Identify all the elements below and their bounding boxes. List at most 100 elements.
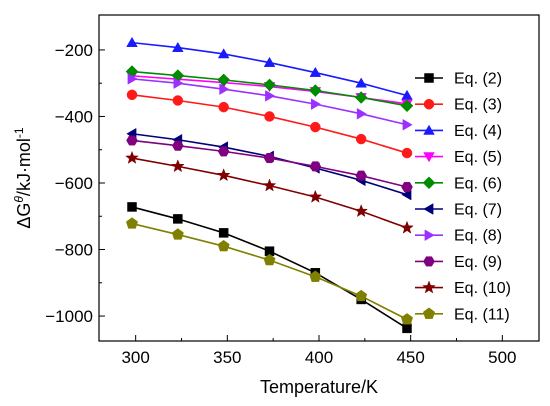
- y-tick-label: −800: [55, 241, 93, 260]
- data-point: [171, 228, 184, 240]
- y-tick-label: −400: [55, 107, 93, 126]
- data-point: [126, 89, 138, 101]
- legend-marker: [423, 203, 434, 215]
- data-point: [308, 84, 322, 97]
- legend-item: Eq. (7): [415, 202, 502, 219]
- legend-label: Eq. (5): [454, 149, 502, 166]
- data-point: [263, 78, 276, 92]
- data-point: [219, 83, 230, 95]
- data-point: [400, 313, 414, 325]
- data-point: [262, 178, 277, 192]
- x-tick-label: 300: [121, 348, 149, 367]
- legend-item: Eq. (11): [415, 306, 510, 323]
- legend-marker: [423, 124, 435, 135]
- y-tick-label: −200: [55, 41, 93, 60]
- legend-item: Eq. (5): [415, 149, 502, 166]
- data-point: [125, 150, 139, 164]
- data-point: [218, 101, 229, 113]
- data-point: [355, 77, 367, 88]
- data-point: [173, 77, 184, 89]
- legend-label: Eq. (2): [454, 71, 502, 88]
- series-line-10: [131, 222, 408, 321]
- data-point: [264, 111, 275, 122]
- legend-item: Eq. (6): [415, 175, 502, 192]
- data-point: [401, 147, 413, 159]
- data-point: [127, 73, 138, 85]
- data-point: [356, 107, 367, 120]
- data-point: [126, 135, 138, 146]
- data-point: [170, 159, 185, 173]
- data-point: [355, 170, 367, 181]
- data-point: [172, 140, 184, 151]
- legend-marker: [423, 98, 435, 110]
- x-tick-label: 450: [396, 348, 424, 367]
- legend-item: Eq. (2): [415, 71, 502, 88]
- data-point: [216, 168, 231, 182]
- legend-label: Eq. (4): [454, 123, 502, 140]
- legend: Eq. (2) Eq. (3) Eq. (4) Eq. (5) Eq. (6) Eq. (…: [415, 71, 511, 323]
- data-point: [309, 66, 322, 77]
- y-axis-title-unit: /kJ·mol: [14, 138, 34, 196]
- x-axis-title: Temperature/K: [260, 377, 378, 397]
- series-markers: [125, 36, 414, 334]
- data-point: [217, 239, 230, 252]
- axis-ticks: 300 350 400 450 500 −200 −400 −600 −800 −1000: [45, 41, 516, 367]
- legend-item: Eq. (3): [415, 97, 502, 114]
- x-tick-label: 350: [213, 348, 241, 367]
- data-point: [309, 270, 322, 282]
- data-point: [402, 323, 412, 334]
- legend-marker: [422, 307, 436, 319]
- legend-label: Eq. (6): [454, 175, 502, 192]
- data-point: [402, 118, 413, 131]
- data-point: [172, 95, 184, 106]
- y-axis-title-sup: θ: [12, 196, 26, 203]
- x-tick-label: 400: [305, 348, 333, 367]
- data-point: [401, 181, 413, 192]
- data-point: [355, 289, 368, 302]
- legend-marker: [424, 229, 435, 242]
- legend-marker: [424, 73, 434, 83]
- legend-marker: [423, 152, 435, 163]
- data-point: [217, 48, 230, 59]
- data-point: [217, 146, 230, 157]
- data-point: [217, 73, 231, 87]
- data-point: [310, 121, 321, 133]
- data-point: [355, 133, 367, 145]
- legend-item: Eq. (10): [415, 280, 511, 297]
- data-point: [400, 99, 414, 113]
- legend-item: Eq. (9): [415, 254, 502, 271]
- series-line-1: [131, 206, 408, 330]
- legend-label: Eq. (7): [454, 202, 502, 219]
- data-point: [263, 56, 276, 67]
- y-axis-title-unit-sup: -1: [12, 127, 26, 138]
- y-tick-label: −1000: [45, 307, 93, 326]
- data-point: [400, 220, 414, 234]
- data-point: [354, 91, 368, 104]
- legend-marker: [422, 176, 436, 190]
- legend-label: Eq. (8): [454, 228, 502, 245]
- legend-item: Eq. (4): [415, 123, 502, 140]
- data-point: [125, 217, 139, 229]
- legend-label: Eq. (9): [454, 254, 502, 271]
- data-point: [173, 214, 183, 224]
- data-point: [218, 228, 229, 238]
- x-tick-label: 500: [488, 348, 516, 367]
- data-point: [354, 204, 369, 218]
- data-point: [127, 202, 137, 212]
- data-point: [308, 189, 323, 203]
- legend-marker: [423, 256, 435, 267]
- data-point: [126, 36, 138, 47]
- legend-label: Eq. (11): [454, 306, 510, 323]
- data-point: [265, 90, 276, 102]
- legend-item: Eq. (8): [415, 228, 502, 245]
- data-point: [309, 161, 322, 172]
- data-point: [263, 153, 276, 164]
- data-point: [263, 253, 276, 266]
- data-point: [310, 98, 322, 110]
- legend-marker: [422, 280, 436, 294]
- legend-label: Eq. (3): [454, 97, 502, 114]
- legend-label: Eq. (10): [454, 280, 511, 297]
- y-tick-label: −600: [55, 174, 93, 193]
- data-point: [172, 41, 184, 52]
